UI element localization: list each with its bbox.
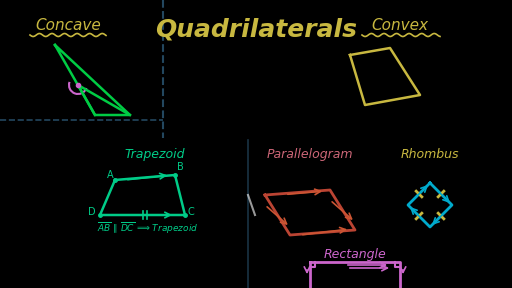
Text: Convex: Convex (372, 18, 429, 33)
Text: Concave: Concave (35, 18, 101, 33)
Text: Rectangle: Rectangle (324, 248, 387, 261)
Text: B: B (177, 162, 184, 172)
Text: A: A (107, 170, 114, 180)
Text: $\overline{AB}$ ∥ $\overline{DC}$ ⟹ Trapezoid: $\overline{AB}$ ∥ $\overline{DC}$ ⟹ Trap… (97, 221, 199, 236)
Text: Trapezoid: Trapezoid (125, 148, 185, 161)
Text: C: C (188, 207, 195, 217)
Text: Parallelogram: Parallelogram (267, 148, 353, 161)
Text: Rhombus: Rhombus (401, 148, 459, 161)
Text: D: D (88, 207, 96, 217)
Text: Quadrilaterals: Quadrilaterals (155, 18, 357, 42)
